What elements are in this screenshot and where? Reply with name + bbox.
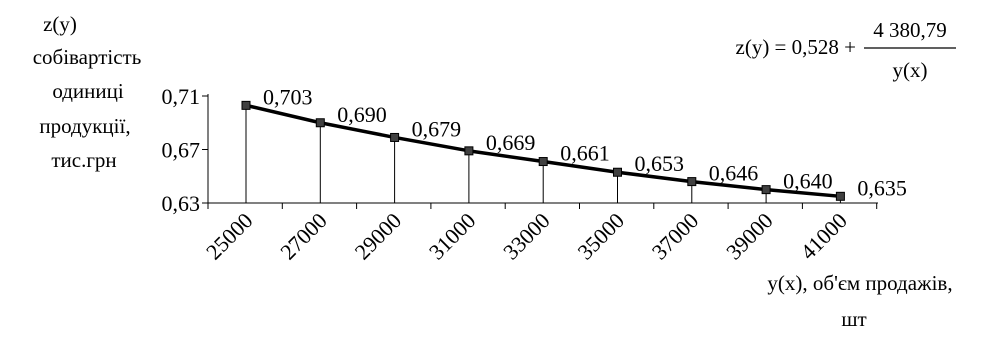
y-axis-label: z(y) собівартість одиниці продукції, тис.грн (33, 12, 142, 172)
data-point (390, 132, 400, 142)
data-label: 0,640 (783, 169, 833, 194)
data-label: 0,669 (486, 130, 536, 155)
x-axis-label-line: шт (841, 307, 866, 331)
y-tick-label: 0,67 (162, 138, 201, 163)
data-point (613, 167, 622, 177)
y-axis-label-line: продукції, (39, 114, 130, 138)
x-tick-label: 27000 (275, 208, 332, 265)
x-axis-label: y(x), об'єм продажів, шт (767, 271, 952, 331)
y-axis-label-line: z(y) (43, 12, 77, 36)
data-label: 0,646 (709, 161, 759, 186)
y-tick-label: 0,71 (162, 84, 201, 109)
formula-denominator: y(x) (893, 58, 928, 82)
x-tick-label: 25000 (201, 208, 258, 265)
data-point (315, 118, 325, 128)
data-label: 0,703 (263, 84, 313, 109)
data-labels: 0,703 0,690 0,679 0,669 0,661 0,653 0,646 0,640… (263, 84, 907, 200)
y-axis-label-line: собівартість (33, 45, 142, 69)
data-label: 0,635 (857, 175, 907, 200)
data-point (761, 185, 771, 195)
x-tick-labels: 25000 27000 29000 31000 33000 35000 37000 39000… (201, 208, 852, 265)
formula-numerator: 4 380,79 (873, 18, 947, 42)
y-axis-label-line: одиниці (52, 79, 124, 103)
formula-lhs: z(y) = 0,528 + (736, 35, 857, 59)
data-point (835, 191, 845, 201)
x-tick-label: 41000 (795, 208, 852, 265)
data-label: 0,690 (337, 102, 387, 127)
data-point (464, 146, 474, 156)
data-point (241, 100, 251, 110)
x-tick-label: 37000 (647, 208, 704, 265)
formula: z(y) = 0,528 + 4 380,79 y(x) (736, 18, 956, 82)
x-tick-label: 29000 (350, 208, 407, 265)
y-axis-label-line: тис.грн (51, 148, 116, 172)
data-label: 0,661 (560, 141, 610, 166)
y-tick-label: 0,63 (162, 191, 201, 216)
x-tick-label: 39000 (721, 208, 778, 265)
x-tick-label: 35000 (572, 208, 629, 265)
data-label: 0,653 (635, 151, 685, 176)
data-point (538, 157, 548, 167)
data-label: 0,679 (412, 116, 462, 141)
data-point (687, 177, 697, 187)
x-tick-label: 33000 (498, 208, 555, 265)
y-tick-labels: 0,63 0,67 0,71 (162, 84, 201, 216)
x-tick-label: 31000 (424, 208, 481, 265)
x-axis-label-line: y(x), об'єм продажів, (767, 271, 952, 295)
data-markers (241, 100, 845, 201)
